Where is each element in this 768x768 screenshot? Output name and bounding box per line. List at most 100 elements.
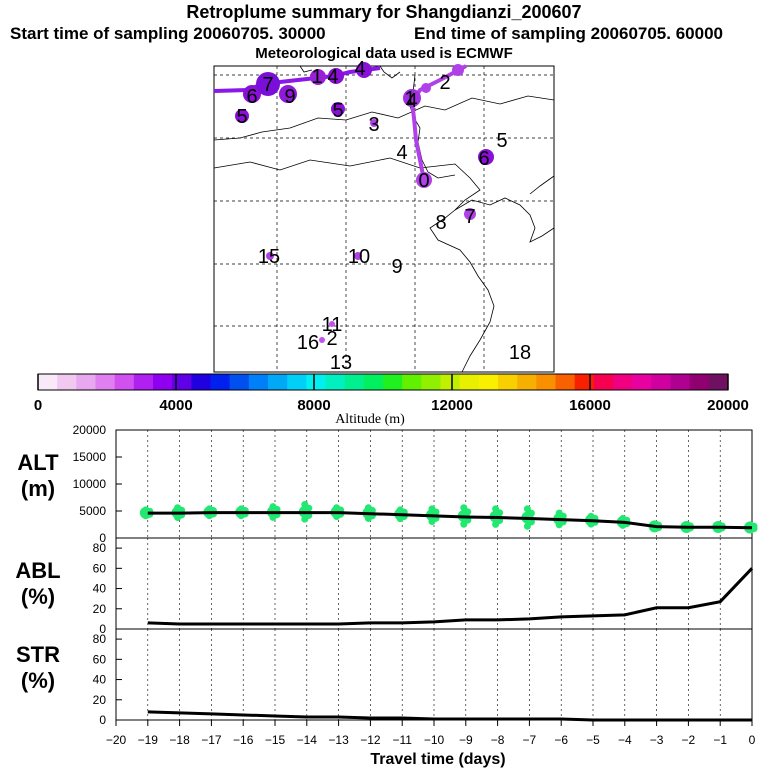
map-day-label: 11 — [322, 314, 343, 336]
alt-scatter-point — [492, 505, 500, 513]
colorbar-tick-label: 8000 — [297, 397, 330, 414]
map-day-label: 18 — [509, 342, 531, 364]
colorbar-swatch — [210, 374, 231, 390]
colorbar-swatch — [421, 374, 441, 390]
colorbar-swatch — [708, 374, 729, 390]
colorbar-swatch — [574, 374, 595, 390]
map-day-label: 13 — [330, 352, 352, 374]
x-tick-label: −4 — [618, 733, 632, 747]
colorbar-swatch — [268, 374, 288, 390]
colorbar-swatch — [632, 374, 652, 390]
str-series-line — [147, 710, 752, 722]
plume-marker — [331, 102, 345, 116]
y-tick-label: 20000 — [73, 423, 107, 437]
x-tick-label: −7 — [523, 733, 537, 747]
y-tick-label: 20 — [93, 602, 107, 616]
x-tick-label: −19 — [138, 733, 159, 747]
colorbar-swatch — [191, 374, 211, 390]
alt-scatter-point — [142, 506, 150, 514]
colorbar-swatch — [555, 374, 576, 390]
plume-marker — [328, 68, 344, 84]
x-tick-label: −8 — [491, 733, 505, 747]
colorbar-swatch — [363, 374, 384, 390]
colorbar-swatch — [670, 374, 691, 390]
plume-marker — [421, 83, 431, 93]
map-day-label: 4 — [406, 90, 417, 112]
x-tick-label: −13 — [328, 733, 349, 747]
plume-marker — [310, 69, 326, 85]
colorbar-tick-label: 12000 — [431, 397, 473, 414]
alt-scatter-point — [428, 505, 436, 513]
plume-marker — [266, 252, 274, 260]
x-axis: −20 −19 −18 −17 −16 −15 −14 −13 −12 −11 −10 −9 −8 −7−… — [106, 720, 756, 768]
y-tick-label: 60 — [93, 561, 107, 575]
colorbar-swatch — [613, 374, 633, 390]
alt-scatter-point — [364, 504, 372, 512]
colorbar-swatch — [248, 374, 269, 390]
map-day-label: 15 — [258, 246, 280, 268]
map-day-label: 9 — [391, 256, 402, 278]
abl-panel: 80 60 40 20 0 ABL(%) — [15, 537, 754, 636]
map-day-label: 1 — [311, 66, 322, 88]
colorbar-swatch — [517, 374, 537, 390]
colorbar-swatch — [95, 374, 116, 390]
map-day-label: 6 — [246, 86, 257, 108]
map-day-label: 2 — [326, 328, 337, 350]
x-tick-label: −14 — [297, 733, 318, 747]
plume-marker — [235, 109, 249, 123]
abl-label: ABL — [15, 558, 60, 583]
alt-unit: (m) — [21, 476, 55, 501]
x-tick-label: −2 — [682, 733, 696, 747]
y-tick-label: 40 — [93, 582, 107, 596]
colorbar-swatch — [593, 374, 614, 390]
map-day-label: 4 — [396, 142, 407, 164]
str-unit: (%) — [21, 668, 55, 693]
plume-marker — [279, 85, 297, 103]
x-tick-label: −12 — [360, 733, 381, 747]
x-tick-label: −17 — [201, 733, 222, 747]
map-day-label: 10 — [348, 246, 370, 268]
x-tick-label: −15 — [265, 733, 286, 747]
map-day-label: 5 — [236, 106, 247, 128]
alt-scatter-point — [396, 506, 404, 514]
x-tick-label: −6 — [554, 733, 568, 747]
colorbar-swatch — [153, 374, 173, 390]
colorbar-swatch — [402, 374, 422, 390]
abl-series-line — [147, 567, 754, 626]
colorbar-tick-label: 16000 — [569, 397, 611, 414]
plume-marker — [243, 85, 261, 103]
alt-scatter-point — [174, 504, 182, 512]
alt-scatter-point — [333, 504, 341, 512]
y-tick-label: 0 — [99, 531, 106, 545]
alt-scatter-point — [269, 503, 277, 511]
colorbar-swatch — [287, 374, 307, 390]
plume-marker — [478, 149, 494, 165]
map-day-label: 4 — [354, 58, 365, 80]
colorbar-swatch — [498, 374, 518, 390]
y-tick-label: 5000 — [79, 504, 106, 518]
colorbar-swatch — [114, 374, 135, 390]
map-boundaries — [213, 65, 555, 373]
colorbar-swatch — [383, 374, 403, 390]
colorbar-swatch — [651, 374, 671, 390]
abl-unit: (%) — [21, 584, 55, 609]
y-tick-label: 10000 — [73, 477, 107, 491]
map-day-label: 4 — [327, 66, 338, 88]
str-panel: 80 60 40 20 0 STR(%) — [16, 628, 753, 727]
alt-series-line — [147, 511, 753, 530]
end-time: End time of sampling 20060705. 60000 — [414, 24, 723, 43]
map-day-label: 9 — [284, 86, 295, 108]
met-data-note: Meteorological data used is ECMWF — [255, 45, 513, 62]
altitude-colorbar: 0 4000 8000 12000 16000 20000 Altitude (m) — [34, 373, 749, 427]
alt-scatter-point — [587, 512, 595, 520]
colorbar-swatch — [172, 374, 192, 390]
map-day-label: 5 — [496, 130, 507, 152]
x-tick-label: −1 — [713, 733, 727, 747]
map-day-label: 7 — [262, 74, 273, 96]
alt-panel: 20000 15000 10000 5000 0 ALT(m) — [17, 423, 758, 545]
map-day-label: 8 — [435, 212, 446, 234]
y-tick-label: 20 — [93, 693, 107, 707]
colorbar-swatch — [133, 374, 154, 390]
